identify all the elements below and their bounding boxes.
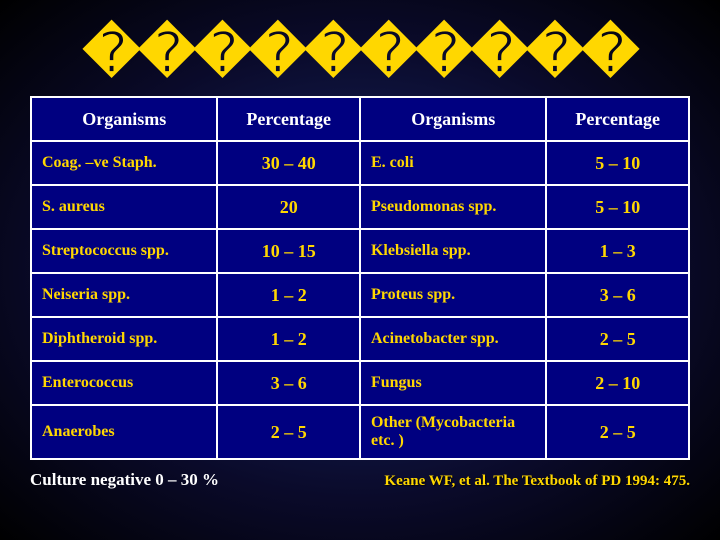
cell-pct: 5 – 10 (546, 185, 689, 229)
cell-org: Proteus spp. (360, 273, 546, 317)
table-row: Streptococcus spp. 10 – 15 Klebsiella sp… (31, 229, 689, 273)
organisms-table: Organisms Percentage Organisms Percentag… (30, 96, 690, 460)
cell-org: Klebsiella spp. (360, 229, 546, 273)
table-body: Coag. –ve Staph. 30 – 40 E. coli 5 – 10 … (31, 141, 689, 459)
cell-pct: 30 – 40 (217, 141, 360, 185)
cell-org: Diphtheroid spp. (31, 317, 217, 361)
footer-culture-negative: Culture negative 0 – 30 % (30, 470, 219, 490)
cell-org: Neiseria spp. (31, 273, 217, 317)
cell-org: E. coli (360, 141, 546, 185)
header-percentage-1: Percentage (217, 97, 360, 141)
cell-org: Coag. –ve Staph. (31, 141, 217, 185)
cell-org: Streptococcus spp. (31, 229, 217, 273)
table-header-row: Organisms Percentage Organisms Percentag… (31, 97, 689, 141)
header-organisms-2: Organisms (360, 97, 546, 141)
cell-pct: 2 – 5 (217, 405, 360, 459)
cell-pct: 1 – 2 (217, 273, 360, 317)
table-row: Enterococcus 3 – 6 Fungus 2 – 10 (31, 361, 689, 405)
table-row: Neiseria spp. 1 – 2 Proteus spp. 3 – 6 (31, 273, 689, 317)
slide-container: ���������� Organisms Percentage Organism… (0, 0, 720, 540)
cell-org: Pseudomonas spp. (360, 185, 546, 229)
cell-org: Anaerobes (31, 405, 217, 459)
table-row: Anaerobes 2 – 5 Other (Mycobacteria etc.… (31, 405, 689, 459)
cell-pct: 5 – 10 (546, 141, 689, 185)
cell-org: S. aureus (31, 185, 217, 229)
slide-title: ���������� (83, 21, 637, 84)
cell-pct: 2 – 5 (546, 317, 689, 361)
title-row: ���������� (30, 20, 690, 86)
table-row: Diphtheroid spp. 1 – 2 Acinetobacter spp… (31, 317, 689, 361)
cell-pct: 10 – 15 (217, 229, 360, 273)
cell-pct: 1 – 3 (546, 229, 689, 273)
footer-row: Culture negative 0 – 30 % Keane WF, et a… (30, 470, 690, 490)
cell-org: Enterococcus (31, 361, 217, 405)
cell-org: Acinetobacter spp. (360, 317, 546, 361)
table-row: Coag. –ve Staph. 30 – 40 E. coli 5 – 10 (31, 141, 689, 185)
cell-org: Fungus (360, 361, 546, 405)
footer-citation: Keane WF, et al. The Textbook of PD 1994… (384, 473, 690, 490)
cell-pct: 3 – 6 (217, 361, 360, 405)
header-percentage-2: Percentage (546, 97, 689, 141)
header-organisms-1: Organisms (31, 97, 217, 141)
table-row: S. aureus 20 Pseudomonas spp. 5 – 10 (31, 185, 689, 229)
cell-pct: 2 – 5 (546, 405, 689, 459)
cell-pct: 3 – 6 (546, 273, 689, 317)
cell-pct: 1 – 2 (217, 317, 360, 361)
cell-pct: 20 (217, 185, 360, 229)
cell-pct: 2 – 10 (546, 361, 689, 405)
cell-org: Other (Mycobacteria etc. ) (360, 405, 546, 459)
